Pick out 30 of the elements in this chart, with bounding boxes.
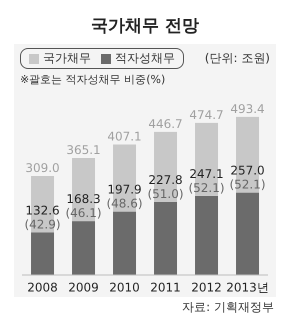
bar	[195, 196, 218, 275]
x-tick-label: 2013년	[226, 280, 269, 295]
data-label: 132.6 (42.9)	[24, 204, 61, 232]
total-label: 365.1	[66, 143, 101, 158]
data-label: 227.8 (51.0)	[147, 173, 184, 202]
x-tick-label: 2011	[150, 280, 181, 295]
chart-title: 국가채무 전망	[90, 15, 200, 38]
text: (단위: 조원)	[204, 50, 270, 67]
text: ※괄호는 적자성채무 비중(%)	[20, 72, 166, 87]
bar	[72, 221, 96, 275]
x-tick-label: 2012	[191, 280, 222, 295]
total-label: 407.1	[107, 130, 142, 144]
data-label: 247.1 (52.1)	[188, 166, 225, 195]
data-label: 168.3 (46.1)	[65, 192, 102, 220]
legend-label: 국가채무	[42, 50, 91, 67]
x-tick-label: 2010	[109, 280, 140, 295]
x-tick-label: 2008	[27, 280, 58, 295]
legend-label: 적자성채무	[114, 50, 175, 67]
total-label: 493.4	[230, 102, 265, 116]
total-label: 446.7	[148, 116, 183, 131]
bar	[236, 192, 260, 275]
bar	[113, 212, 136, 275]
text: 자료: 기획재정부	[181, 299, 274, 316]
data-label: 257.0 (52.1)	[229, 164, 266, 192]
bar	[31, 232, 54, 275]
total-label: 474.7	[189, 108, 224, 122]
bar	[154, 202, 178, 275]
x-tick-label: 2009	[68, 280, 99, 295]
data-label: 197.9 (48.6)	[106, 182, 143, 211]
total-label: 309.0	[25, 160, 60, 175]
